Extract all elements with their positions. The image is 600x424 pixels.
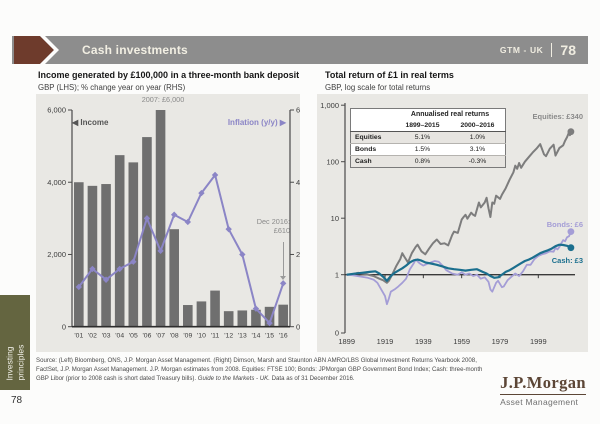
left-chart-svg: 0 2,000 4,000 6,000 0 2 4 6 '01 '02 '03 '04 '05 '06 '0… (47, 106, 300, 340)
svg-text:'13: '13 (238, 333, 247, 340)
svg-text:1999: 1999 (530, 337, 547, 346)
svg-text:1919: 1919 (377, 337, 394, 346)
svg-text:100: 100 (326, 157, 339, 166)
svg-text:'09: '09 (183, 333, 192, 340)
table-row: Equities 5.1% 1.0% (350, 131, 506, 144)
income-legend: ◀ Income (72, 118, 109, 127)
left-arrow-icon: ◀ (72, 118, 79, 127)
annotation-pointer-line (283, 242, 284, 276)
right-chart-subtitle: GBP, log scale for total returns (325, 83, 431, 92)
svg-text:1959: 1959 (453, 337, 470, 346)
svg-text:0: 0 (62, 322, 66, 331)
left-chart-subtitle: GBP (LHS); % change year on year (RHS) (38, 83, 186, 92)
svg-text:'10: '10 (197, 333, 206, 340)
right-chart-title: Total return of £1 in real terms (325, 70, 454, 80)
header-arrow-icon (14, 36, 59, 64)
svg-text:'08: '08 (170, 333, 179, 340)
svg-text:'03: '03 (102, 333, 111, 340)
table-row: Cash 0.8% -0.3% (350, 155, 506, 168)
jpmorgan-logo: J.P.Morgan Asset Management (500, 373, 586, 407)
bonds-end-label: Bonds: £6 (546, 220, 583, 229)
svg-text:1: 1 (335, 270, 339, 279)
right-arrow-icon: ▶ (279, 118, 286, 127)
equities-end-label: Equities: £340 (532, 112, 583, 121)
svg-text:1939: 1939 (415, 337, 432, 346)
table-title: Annualised real returns (410, 111, 490, 118)
slide-header: Cash investments GTM - UK 78 (12, 36, 588, 64)
svg-text:'02: '02 (88, 333, 97, 340)
svg-text:'06: '06 (143, 333, 152, 340)
svg-text:0: 0 (335, 329, 339, 338)
source-note: Source: (Left) Bloomberg, ONS, J.P. Morg… (36, 357, 483, 383)
header-right: GTM - UK 78 (500, 36, 576, 64)
jpmorgan-division: Asset Management (500, 397, 579, 407)
peak-annotation: 2007: £6,000 (141, 95, 185, 104)
svg-text:1,000: 1,000 (320, 101, 339, 110)
svg-text:4,000: 4,000 (47, 178, 66, 187)
inflation-legend: Inflation (y/y) ▶ (227, 118, 286, 127)
svg-text:0: 0 (296, 322, 300, 331)
header-separator (551, 43, 553, 57)
svg-text:1979: 1979 (492, 337, 509, 346)
page-number: 78 (11, 395, 23, 406)
svg-text:6,000: 6,000 (47, 106, 66, 115)
left-chart-panel: 0 2,000 4,000 6,000 0 2 4 6 '01 '02 '03 '04 '05 '06 '0… (36, 94, 300, 352)
svg-text:2: 2 (296, 250, 300, 259)
right-chart-panel: 1,000 100 10 1 0 1899 1919 1939 1959 1979 1999 Ann… (317, 94, 588, 352)
svg-text:1899: 1899 (338, 337, 355, 346)
cash-end-label: Cash: £3 (551, 256, 583, 265)
svg-text:10: 10 (331, 214, 339, 223)
table-col2-header: 2000–2016 (449, 120, 506, 132)
svg-text:'11: '11 (211, 333, 220, 340)
table-row: Bonds 1.5% 3.1% (350, 143, 506, 156)
svg-text:'07: '07 (156, 333, 165, 340)
svg-text:2,000: 2,000 (47, 250, 66, 259)
svg-text:'04: '04 (115, 333, 124, 340)
svg-text:'12: '12 (224, 333, 233, 340)
section-tab-investing-principles: Investing principles (0, 295, 30, 390)
jpmorgan-wordmark: J.P.Morgan (500, 373, 586, 395)
svg-text:'15: '15 (265, 333, 274, 340)
header-page-number: 78 (560, 42, 576, 58)
left-chart-title: Income generated by £100,000 in a three-… (38, 70, 300, 80)
gtm-label: GTM - UK (499, 45, 544, 55)
svg-text:4: 4 (296, 178, 300, 187)
table-col1-header: 1899–2015 (395, 120, 450, 132)
svg-text:'05: '05 (129, 333, 138, 340)
svg-text:6: 6 (296, 106, 300, 115)
page-title: Cash investments (82, 43, 188, 57)
guide-title: Guide to the Markets - UK. (197, 375, 270, 383)
annotation-arrow-icon (280, 276, 286, 280)
svg-text:'14: '14 (252, 333, 261, 340)
dec-2016-annotation: Dec 2016: £610 (256, 217, 290, 235)
section-tab-label: Investing principles (3, 344, 25, 380)
annualised-returns-table: Annualised real returns 1899–2015 2000–2… (350, 108, 506, 168)
svg-text:'01: '01 (74, 333, 83, 340)
svg-text:'16: '16 (279, 333, 288, 340)
